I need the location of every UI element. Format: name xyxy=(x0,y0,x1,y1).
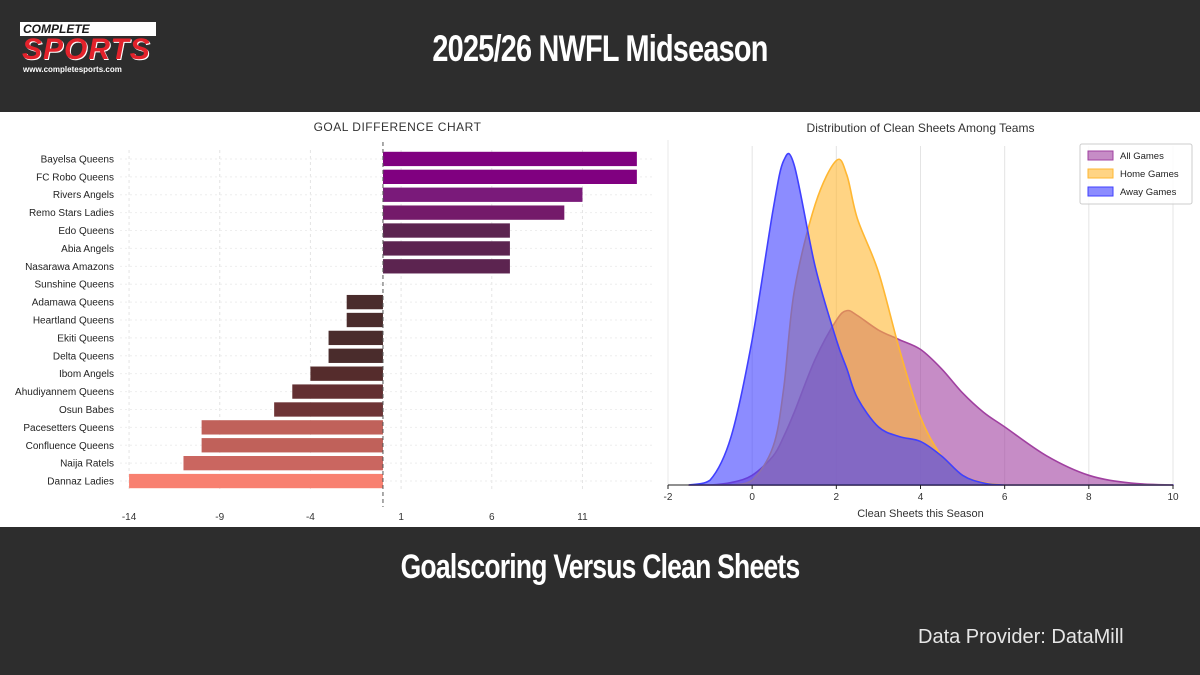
bar xyxy=(328,348,383,363)
logo-top-band: COMPLETE xyxy=(20,22,156,36)
bar xyxy=(382,241,510,256)
x-tick-label: 8 xyxy=(1086,492,1092,503)
bar xyxy=(328,330,383,346)
x-tick-label: -14 xyxy=(122,512,137,523)
y-tick-label: Delta Queens xyxy=(53,351,114,362)
density-chart-title: Distribution of Clean Sheets Among Teams xyxy=(807,121,1035,135)
legend-swatch xyxy=(1087,150,1114,161)
y-tick-label: Abia Angels xyxy=(61,244,114,255)
legend-swatch xyxy=(1087,168,1114,179)
bar-chart-title: GOAL DIFFERENCE CHART xyxy=(314,120,482,134)
bar xyxy=(201,420,383,435)
data-provider: Data Provider: DataMill xyxy=(918,626,1124,648)
x-tick-label: 1 xyxy=(398,512,404,523)
bar xyxy=(382,205,565,220)
x-tick-label: 4 xyxy=(918,492,924,503)
bar xyxy=(346,312,383,328)
bar xyxy=(201,438,383,453)
x-tick-label: 2 xyxy=(834,492,840,503)
y-tick-label: Adamawa Queens xyxy=(32,298,114,309)
page-subtitle: Goalscoring Versus Clean Sheets xyxy=(400,548,801,586)
y-tick-label: Remo Stars Ladies xyxy=(29,208,114,219)
goal-difference-chart: GOAL DIFFERENCE CHART -14 -9 -4 1 6 11 Bayelsa … xyxy=(15,120,655,523)
x-tick-label: 11 xyxy=(577,512,588,523)
legend-label: All Games xyxy=(1120,151,1164,162)
logo-top-text: COMPLETE xyxy=(23,22,90,36)
bar xyxy=(382,223,510,238)
y-tick-label: Osun Babes xyxy=(59,405,114,416)
logo-url-text: www.completesports.com xyxy=(23,65,122,74)
y-tick-label: FC Robo Queens xyxy=(36,172,114,183)
bar xyxy=(382,151,637,167)
x-tick-label: -9 xyxy=(215,512,224,523)
y-tick-label: Pacesetters Queens xyxy=(23,423,114,434)
y-tick-label: Edo Queens xyxy=(58,226,114,237)
y-tick-label: Heartland Queens xyxy=(33,316,114,327)
bar xyxy=(292,384,383,399)
legend-label: Home Games xyxy=(1120,169,1179,180)
y-tick-label: Confluence Queens xyxy=(26,441,114,452)
bar xyxy=(129,473,383,489)
clean-sheets-density-chart: Distribution of Clean Sheets Among Teams… xyxy=(664,121,1193,520)
legend: All Games Home Games Away Games xyxy=(1079,143,1193,205)
y-tick-label: Sunshine Queens xyxy=(34,280,114,291)
x-tick-label: 6 xyxy=(489,512,495,523)
y-tick-label: Bayelsa Queens xyxy=(41,154,114,165)
y-tick-label: Nasarawa Amazons xyxy=(25,262,114,273)
y-tick-label: Ekiti Queens xyxy=(57,333,114,344)
bar xyxy=(183,456,383,471)
charts-panel: GOAL DIFFERENCE CHART -14 -9 -4 1 6 11 Bayelsa … xyxy=(0,112,1200,527)
complete-sports-logo: COMPLETE SPORTS www.completesports.com xyxy=(20,22,156,77)
bar xyxy=(382,187,583,202)
y-tick-label: Naija Ratels xyxy=(60,459,114,470)
bar xyxy=(382,259,510,274)
x-tick-label: -2 xyxy=(664,492,673,503)
bar xyxy=(346,294,383,310)
y-tick-label: Rivers Angels xyxy=(53,190,114,201)
bar xyxy=(382,169,637,184)
x-tick-label: 6 xyxy=(1002,492,1008,503)
y-tick-label: Ibom Angels xyxy=(59,369,114,380)
x-axis-label: Clean Sheets this Season xyxy=(857,508,984,520)
logo-main-text: SPORTS xyxy=(22,33,151,66)
y-tick-label: Dannaz Ladies xyxy=(47,477,114,488)
bar xyxy=(310,366,383,381)
x-tick-label: 10 xyxy=(1167,492,1179,503)
bar xyxy=(274,402,383,417)
legend-swatch xyxy=(1087,186,1114,197)
y-tick-label: Ahudiyannem Queens xyxy=(15,387,114,398)
x-tick-label: 0 xyxy=(749,492,755,503)
x-tick-label: -4 xyxy=(306,512,315,523)
legend-label: Away Games xyxy=(1120,187,1177,198)
page-title: 2025/26 NWFL Midseason xyxy=(432,28,768,69)
